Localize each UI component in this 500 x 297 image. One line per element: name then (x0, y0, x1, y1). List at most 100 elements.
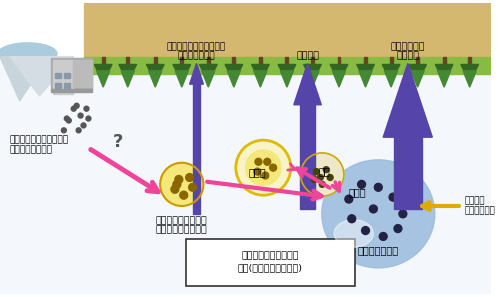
Circle shape (300, 153, 344, 196)
Bar (126, 57, 129, 64)
Text: 輸送担体エアロゾル: 輸送担体エアロゾル (156, 217, 208, 226)
Circle shape (380, 233, 387, 240)
Circle shape (66, 118, 71, 123)
Circle shape (254, 168, 261, 175)
Circle shape (173, 181, 181, 188)
Text: （主として硫酸塩）: （主として硫酸塩） (156, 226, 208, 235)
Circle shape (394, 225, 402, 233)
Polygon shape (306, 71, 319, 87)
Text: ヨウ化セシウム？: ヨウ化セシウム？ (10, 145, 53, 154)
Polygon shape (173, 64, 190, 82)
Polygon shape (227, 71, 240, 87)
Circle shape (255, 158, 262, 165)
Circle shape (327, 175, 333, 181)
Polygon shape (202, 71, 215, 87)
Bar (180, 57, 184, 64)
Circle shape (262, 172, 268, 179)
Circle shape (324, 167, 329, 173)
Polygon shape (190, 64, 203, 84)
Bar (64, 83, 70, 88)
Ellipse shape (0, 43, 57, 64)
Text: 大気中での反応による
成長(担体のサイズ増大): 大気中での反応による 成長(担体のサイズ増大) (238, 251, 302, 273)
Polygon shape (332, 71, 345, 87)
Circle shape (312, 176, 318, 182)
Bar (84, 3, 492, 61)
Bar (154, 57, 156, 64)
Polygon shape (96, 71, 110, 87)
Text: 水酸化セシウムあるいは: 水酸化セシウムあるいは (10, 135, 69, 144)
Text: 重力沈降: 重力沈降 (296, 52, 319, 61)
Bar (286, 57, 288, 64)
Polygon shape (359, 71, 372, 87)
Text: 成長して落下: 成長して落下 (390, 42, 425, 51)
Polygon shape (121, 71, 134, 87)
Text: ?: ? (112, 133, 123, 151)
Polygon shape (461, 64, 478, 82)
Bar (84, 57, 492, 74)
Bar (207, 57, 210, 64)
Polygon shape (0, 57, 49, 101)
Polygon shape (280, 71, 293, 87)
Bar (364, 57, 367, 64)
Circle shape (186, 173, 194, 181)
Polygon shape (146, 64, 164, 82)
Circle shape (374, 183, 382, 191)
Text: 雲粒または霧粒: 雲粒または霧粒 (358, 245, 399, 255)
Circle shape (64, 116, 70, 121)
Circle shape (345, 195, 352, 203)
Bar (394, 137, 421, 209)
Polygon shape (294, 64, 322, 105)
Circle shape (370, 205, 378, 213)
Polygon shape (304, 64, 322, 82)
Circle shape (389, 193, 397, 201)
Polygon shape (436, 64, 453, 82)
Text: 乾性沈着または: 乾性沈着または (178, 52, 216, 61)
Bar (338, 57, 340, 64)
Polygon shape (200, 64, 217, 82)
Polygon shape (463, 71, 476, 87)
Bar (55, 73, 61, 78)
Circle shape (314, 169, 320, 175)
Polygon shape (254, 71, 267, 87)
Bar (232, 57, 235, 64)
Text: 活性化: 活性化 (349, 187, 366, 197)
Bar (416, 57, 419, 64)
Circle shape (264, 158, 270, 165)
Circle shape (71, 106, 76, 111)
Ellipse shape (322, 160, 435, 268)
Circle shape (84, 106, 89, 111)
Circle shape (188, 183, 196, 191)
Polygon shape (252, 64, 269, 82)
Text: 二酸化イオウ: 二酸化イオウ (465, 206, 496, 215)
Circle shape (74, 103, 79, 108)
Bar (51, 58, 92, 89)
Circle shape (320, 181, 325, 187)
Bar (192, 84, 200, 214)
Polygon shape (356, 64, 374, 82)
Polygon shape (409, 64, 426, 82)
Polygon shape (119, 64, 136, 82)
Bar (51, 89, 92, 92)
Circle shape (362, 227, 370, 234)
Circle shape (160, 163, 204, 206)
Polygon shape (384, 71, 398, 87)
Bar (0, 57, 492, 294)
Polygon shape (10, 57, 74, 96)
Bar (468, 57, 471, 64)
Polygon shape (278, 64, 296, 82)
Polygon shape (411, 71, 424, 87)
Text: 雪・雨に: 雪・雨に (396, 52, 419, 61)
Text: 譋発: 譋発 (318, 167, 330, 177)
Text: 雨・雪との衝突捕捉落下: 雨・雪との衝突捕捉落下 (167, 42, 226, 51)
Circle shape (180, 191, 188, 199)
Circle shape (358, 181, 366, 188)
Bar (55, 83, 61, 88)
Circle shape (78, 113, 83, 118)
Polygon shape (225, 64, 242, 82)
Bar (102, 57, 104, 64)
Bar (259, 57, 262, 64)
Polygon shape (330, 64, 348, 82)
Polygon shape (94, 64, 112, 82)
Polygon shape (382, 64, 400, 82)
Circle shape (236, 140, 291, 195)
